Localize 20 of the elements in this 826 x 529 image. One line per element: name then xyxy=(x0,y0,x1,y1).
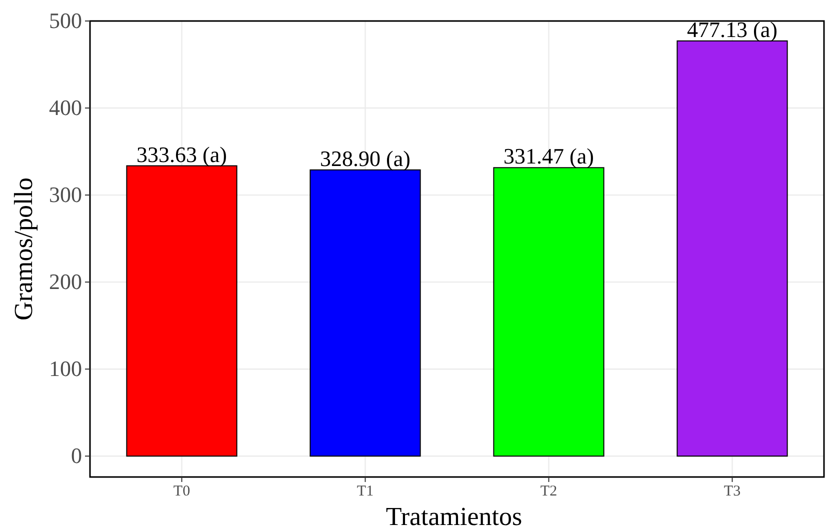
y-axis-title: Gramos/pollo xyxy=(9,178,38,320)
x-tick-label: T1 xyxy=(356,484,374,500)
x-tick-label: T2 xyxy=(540,484,558,500)
y-tick-label: 300 xyxy=(49,182,82,208)
bar xyxy=(493,167,604,457)
data-label: 328.90 (a) xyxy=(320,146,410,171)
x-tick-label: T0 xyxy=(173,484,190,500)
bar xyxy=(676,40,788,457)
y-tick-label: 0 xyxy=(71,443,82,468)
y-tick-label: 400 xyxy=(49,95,82,120)
data-label: 331.47 (a) xyxy=(504,144,594,169)
bar xyxy=(310,169,421,457)
data-label: 333.63 (a) xyxy=(136,142,227,167)
bar xyxy=(126,165,238,457)
y-tick-label: 500 xyxy=(49,8,82,34)
y-tick-label: 100 xyxy=(49,356,82,382)
data-label: 477.13 (a) xyxy=(687,16,778,42)
y-tick-label: 200 xyxy=(49,269,82,294)
x-axis-title: Tratamientos xyxy=(386,502,522,529)
x-tick-label: T3 xyxy=(724,484,741,500)
